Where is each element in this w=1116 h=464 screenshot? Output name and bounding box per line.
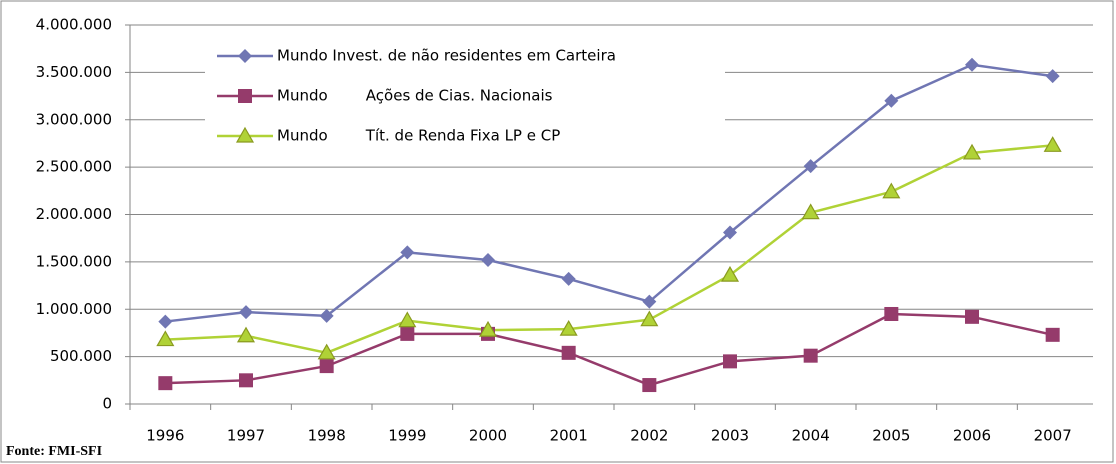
- x-tick-label: 1996: [146, 427, 184, 445]
- marker: [319, 359, 334, 374]
- x-tick-label: 2002: [630, 427, 668, 445]
- marker: [803, 159, 818, 174]
- y-tick-label: 2.500.000: [36, 158, 112, 176]
- marker: [319, 308, 334, 323]
- y-tick-label: 3.000.000: [36, 110, 112, 128]
- marker: [400, 245, 415, 260]
- marker: [962, 143, 982, 160]
- marker: [238, 89, 252, 103]
- marker: [158, 376, 173, 391]
- marker: [640, 310, 659, 327]
- marker: [561, 345, 576, 360]
- marker: [235, 126, 255, 143]
- marker: [238, 49, 252, 63]
- marker: [642, 294, 657, 309]
- marker: [884, 306, 899, 321]
- marker: [478, 320, 498, 337]
- y-tick-label: 2.000.000: [36, 205, 112, 223]
- marker: [398, 311, 417, 328]
- marker: [720, 265, 740, 282]
- x-tick-label: 2000: [469, 427, 507, 445]
- legend-label: Mundo Tít. de Renda Fixa LP e CP: [277, 127, 560, 145]
- marker: [723, 354, 737, 369]
- marker: [1045, 327, 1060, 342]
- marker: [561, 271, 576, 286]
- legend: Mundo Invest. de não residentes em Carte…: [205, 40, 725, 155]
- marker: [965, 309, 979, 324]
- marker: [1045, 69, 1060, 84]
- marker: [882, 182, 901, 199]
- plot: [156, 57, 1062, 393]
- x-tick-label: 2006: [953, 427, 991, 445]
- y-tick-label: 1.000.000: [36, 300, 112, 318]
- x-tick-label: 2003: [711, 427, 749, 445]
- x-tick-label: 1998: [308, 427, 346, 445]
- marker: [156, 330, 175, 347]
- y-tick-label: 500.000: [50, 347, 112, 365]
- y-tick-label: 4.000.000: [36, 16, 112, 34]
- marker: [317, 343, 336, 360]
- y-tick-label: 1.500.000: [36, 252, 112, 270]
- marker: [481, 252, 495, 267]
- x-tick-label: 2005: [872, 427, 910, 445]
- legend-label: Mundo Ações de Cias. Nacionais: [277, 87, 553, 105]
- x-tick-label: 1997: [227, 427, 265, 445]
- series-line: [165, 63, 1053, 323]
- marker: [559, 319, 578, 336]
- x-tick-label: 2001: [550, 427, 588, 445]
- marker: [400, 326, 415, 341]
- legend-box: [205, 40, 725, 155]
- x-tick-label: 2004: [792, 427, 830, 445]
- marker: [239, 373, 253, 388]
- y-tick-label: 3.500.000: [36, 63, 112, 81]
- series-line: [165, 144, 1053, 355]
- marker: [1043, 136, 1062, 152]
- x-tick-label: 2007: [1034, 427, 1072, 445]
- marker: [642, 378, 657, 393]
- marker: [236, 326, 256, 343]
- series-line: [165, 312, 1053, 387]
- marker: [239, 305, 253, 320]
- marker: [801, 203, 820, 220]
- marker: [884, 93, 899, 108]
- y-tick-label: 0: [102, 395, 112, 413]
- marker: [158, 314, 173, 329]
- marker: [965, 57, 979, 72]
- source-note: Fonte: FMI-SFI: [6, 444, 102, 459]
- x-tick-label: 1999: [388, 427, 426, 445]
- marker: [803, 348, 818, 363]
- legend-label: Mundo Invest. de não residentes em Carte…: [277, 47, 616, 65]
- marker: [723, 225, 737, 240]
